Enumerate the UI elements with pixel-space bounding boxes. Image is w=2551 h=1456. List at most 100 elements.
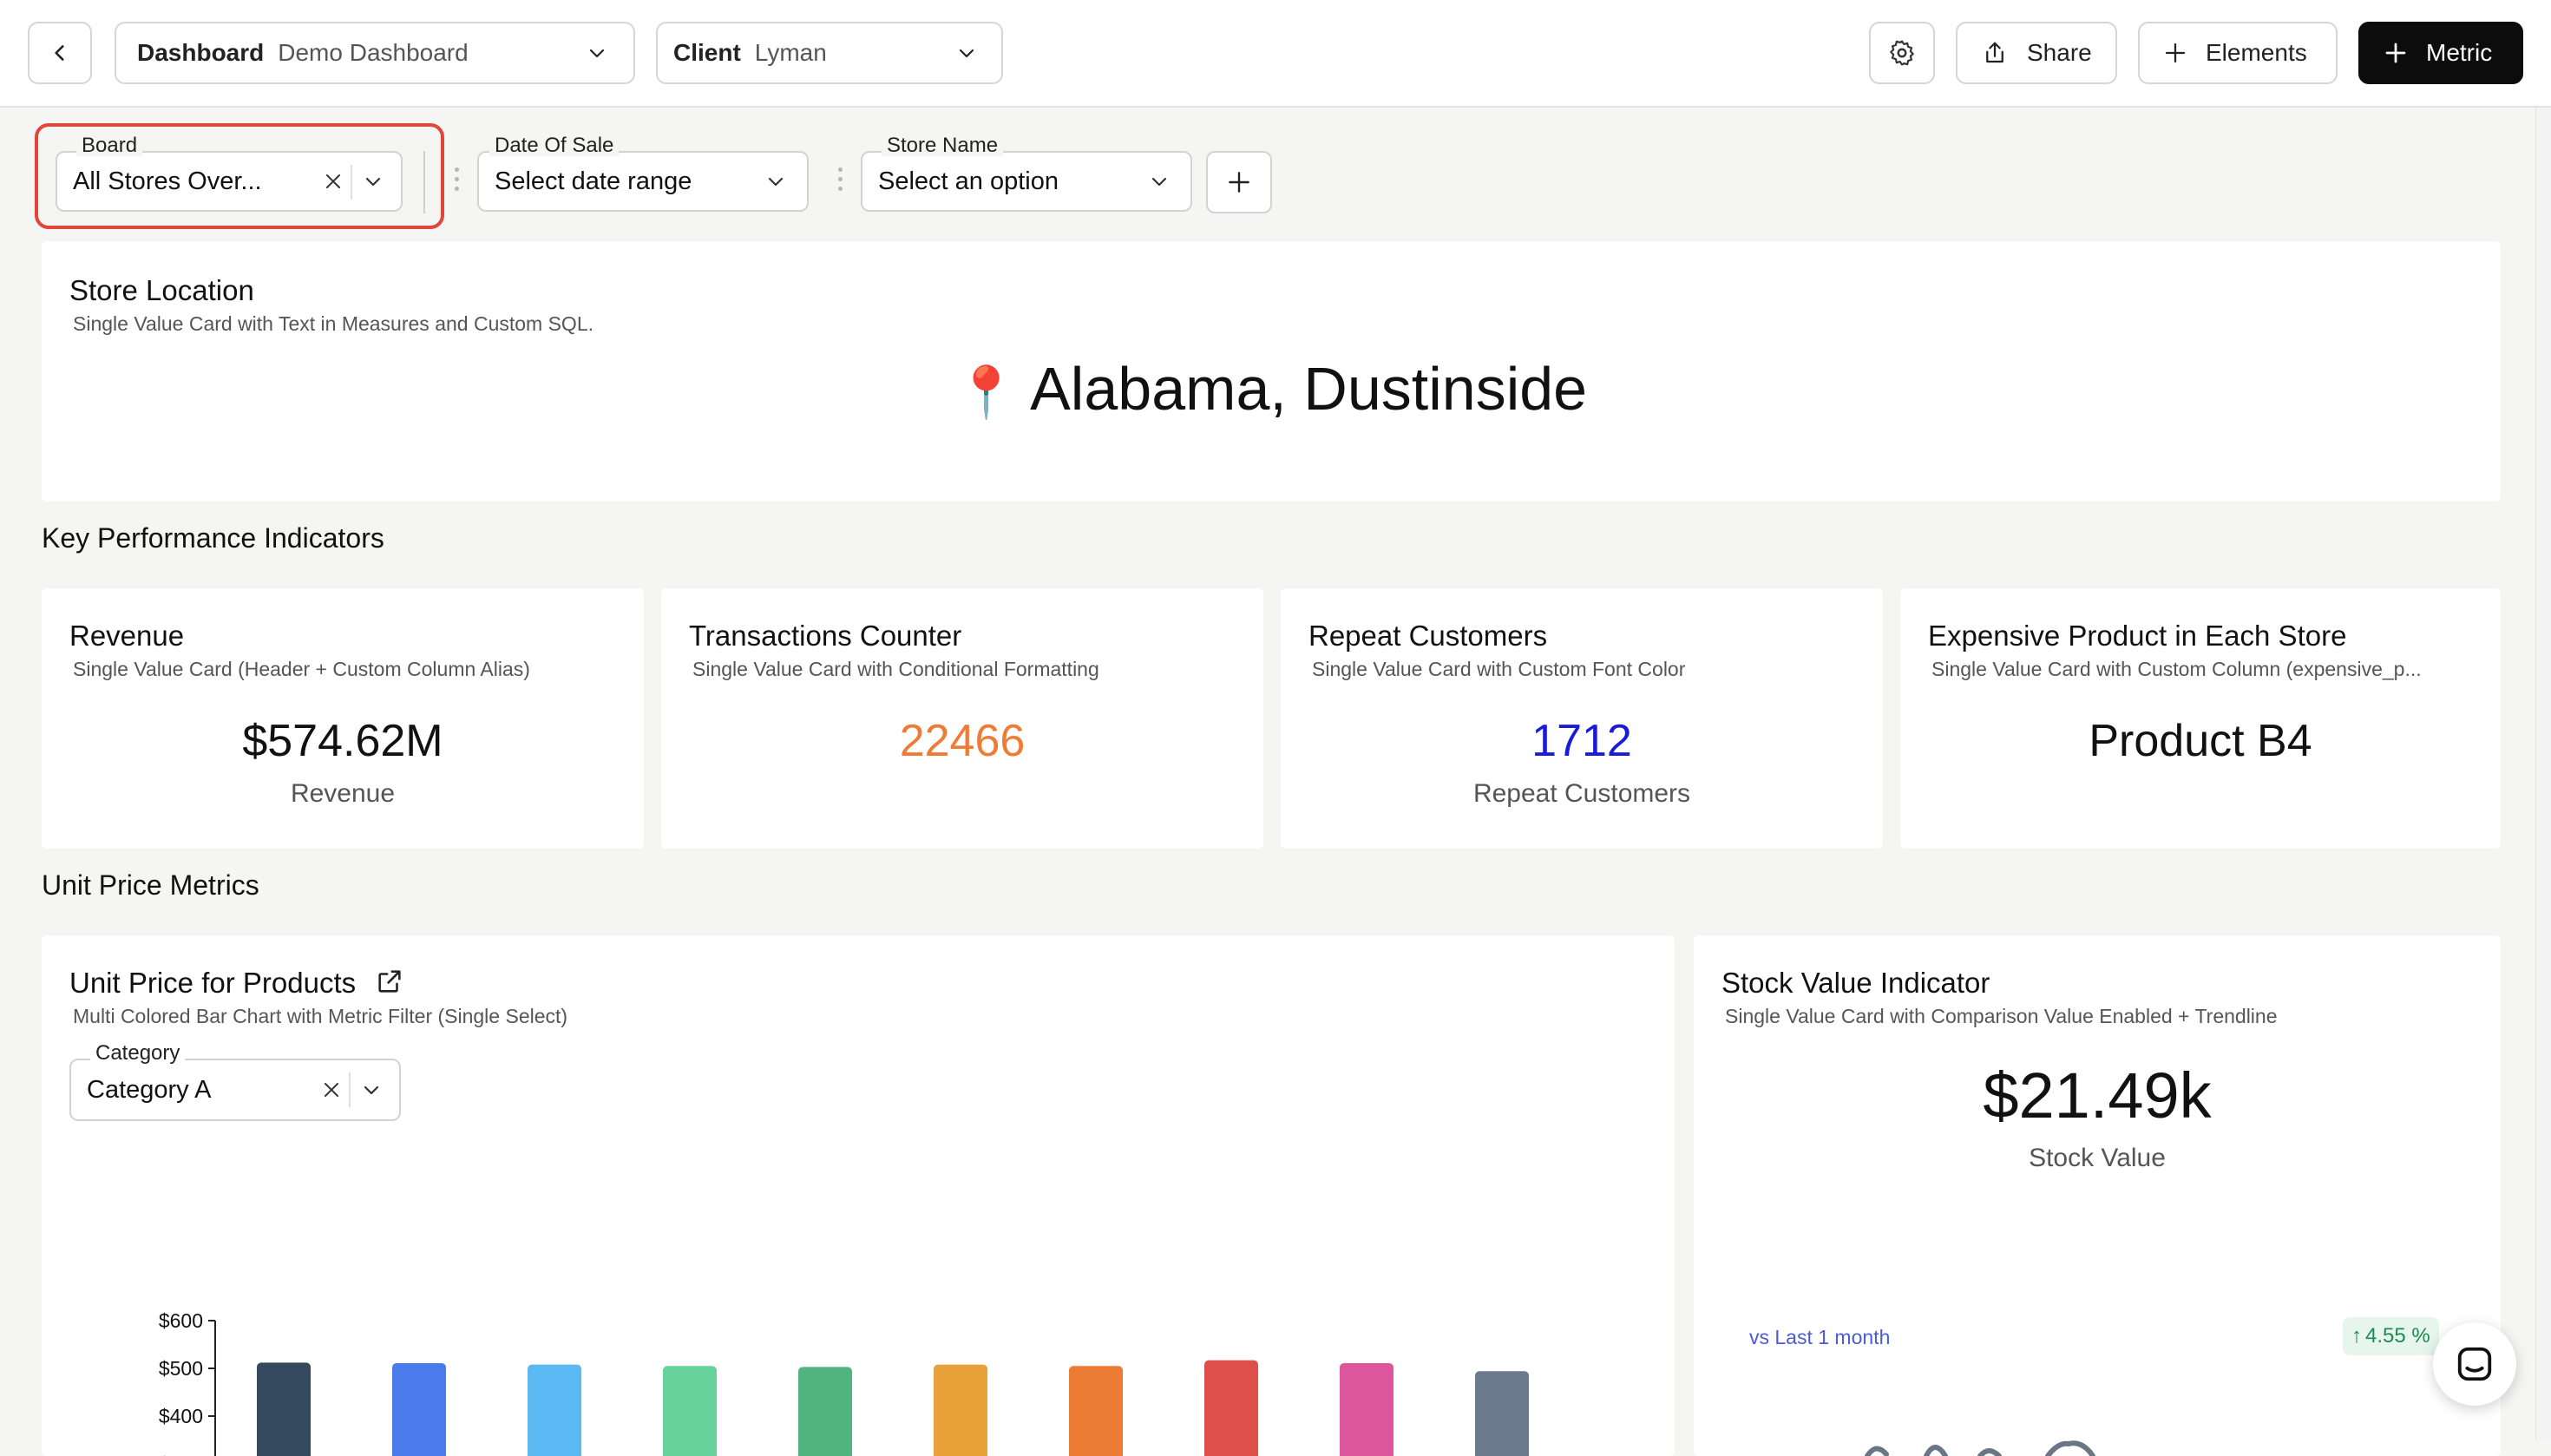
close-icon[interactable] [321, 1079, 342, 1100]
dashboard-select[interactable]: Dashboard Demo Dashboard [115, 22, 635, 84]
chat-launcher-button[interactable] [2433, 1322, 2516, 1406]
filter-divider [423, 151, 425, 213]
chevron-left-icon [55, 45, 64, 61]
client-select[interactable]: Client Lyman [656, 22, 1003, 84]
gear-icon [1890, 40, 1914, 66]
plus-icon [2385, 43, 2406, 63]
board-filter[interactable]: All Stores Over... [56, 151, 403, 212]
kpi-card-repeat-customers: Repeat Customers Single Value Card with … [1281, 588, 1883, 849]
kpi-card-transactions: Transactions Counter Single Value Card w… [661, 588, 1263, 849]
plus-icon [2165, 43, 2186, 63]
stock-value-caption: Stock Value [2029, 1144, 2166, 1172]
elements-label: Elements [2206, 39, 2307, 66]
bar[interactable] [934, 1364, 987, 1456]
board-filter-value: All Stores Over... [73, 167, 262, 195]
add-filter-button[interactable] [1206, 151, 1272, 213]
bar[interactable] [528, 1364, 581, 1456]
kpi-subtitle: Single Value Card (Header + Custom Colum… [73, 658, 530, 680]
card-subtitle: Single Value Card with Comparison Value … [1725, 1005, 2278, 1027]
arrow-up-icon: ↑ [2351, 1324, 2362, 1348]
chevron-down-icon [768, 177, 784, 187]
section-title: Key Performance Indicators [42, 522, 384, 554]
kpi-value: 22466 [899, 716, 1026, 766]
chevron-down-icon [589, 49, 605, 58]
pin-icon: 📍 [954, 364, 1019, 421]
client-select-value: Lyman [754, 39, 827, 66]
bar[interactable] [798, 1367, 852, 1456]
card-title: Store Location [69, 274, 254, 306]
share-label: Share [2027, 39, 2092, 66]
kpi-value: Product B4 [2089, 716, 2312, 766]
kpi-title: Repeat Customers [1308, 620, 1548, 652]
store-name-label: Store Name [882, 135, 1004, 156]
card-title: Unit Price for Products [69, 967, 357, 999]
kpi-title: Revenue [69, 620, 185, 652]
back-button[interactable] [28, 22, 92, 84]
stock-value: $21.49k [1983, 1059, 2212, 1131]
kpi-value: 1712 [1531, 716, 1632, 766]
bar[interactable] [1204, 1360, 1258, 1456]
category-filter[interactable]: Category A [69, 1059, 401, 1121]
chevron-down-icon[interactable] [361, 1079, 382, 1100]
kpi-card-revenue: Revenue Single Value Card (Header + Cust… [42, 588, 644, 849]
divider [351, 165, 352, 200]
kpi-title: Transactions Counter [689, 620, 962, 652]
store-location-value-row: 📍 Alabama, Dustinside [42, 354, 2501, 423]
change-value: 4.55 % [2365, 1324, 2430, 1348]
section-title: Unit Price Metrics [42, 869, 259, 901]
settings-button[interactable] [1869, 22, 1935, 84]
kpi-caption: Revenue [290, 779, 396, 808]
add-metric-button[interactable]: Metric [2358, 22, 2523, 84]
kpi-caption: Repeat Customers [1472, 779, 1691, 808]
dashboard-select-value: Demo Dashboard [278, 39, 469, 66]
chevron-down-icon[interactable] [363, 171, 384, 192]
dashboard-select-label: Dashboard [137, 39, 265, 66]
board-filter-label: Board [76, 135, 143, 156]
bar[interactable] [663, 1366, 717, 1456]
comparison-label: vs Last 1 month [1749, 1326, 1891, 1348]
bar[interactable] [1340, 1362, 1394, 1456]
category-filter-value: Category A [87, 1075, 212, 1104]
bar[interactable] [1069, 1366, 1123, 1456]
trendline [1865, 1440, 2095, 1456]
date-of-sale-label: Date Of Sale [489, 135, 620, 156]
stock-value-card: Stock Value Indicator Single Value Card … [1694, 935, 2501, 1456]
bar[interactable] [257, 1362, 311, 1456]
plus-icon [1229, 172, 1249, 193]
top-bar: Dashboard Demo Dashboard Client Lyman Sh… [0, 0, 2551, 108]
kpi-title: Expensive Product in Each Store [1928, 620, 2347, 652]
chevron-down-icon [1151, 177, 1167, 187]
y-tick-label: $300 [159, 1453, 203, 1456]
kpi-card-expensive-product: Expensive Product in Each Store Single V… [1900, 588, 2501, 849]
unit-price-card: Unit Price for Products Multi Colored Ba… [42, 935, 1675, 1456]
change-badge: ↑ 4.55 % [2343, 1317, 2439, 1355]
client-select-label: Client [673, 39, 741, 66]
kpi-value: $574.62M [242, 716, 443, 766]
drag-handle-icon[interactable] [455, 167, 460, 196]
category-filter-label: Category [90, 1043, 186, 1064]
add-elements-button[interactable]: Elements [2138, 22, 2338, 84]
store-name-filter[interactable]: Select an option [861, 151, 1192, 212]
scrollbar-track[interactable] [2535, 108, 2551, 1440]
kpi-subtitle: Single Value Card with Custom Font Color [1312, 658, 1686, 680]
divider [349, 1072, 351, 1107]
close-icon[interactable] [323, 171, 344, 192]
share-button[interactable]: Share [1956, 22, 2117, 84]
date-of-sale-placeholder: Select date range [495, 167, 692, 195]
store-location-card: Store Location Single Value Card with Te… [42, 241, 2501, 502]
drag-handle-icon[interactable] [838, 167, 843, 196]
date-of-sale-filter[interactable]: Select date range [477, 151, 809, 212]
kpi-subtitle: Single Value Card with Custom Column (ex… [1931, 658, 2422, 680]
card-title: Stock Value Indicator [1721, 967, 1990, 999]
board-filter-highlight [35, 123, 444, 229]
store-location-value: Alabama, Dustinside [1030, 355, 1588, 423]
bar[interactable] [392, 1362, 446, 1456]
store-name-placeholder: Select an option [878, 167, 1059, 195]
kpi-subtitle: Single Value Card with Conditional Forma… [692, 658, 1099, 680]
chevron-down-icon [959, 49, 974, 58]
chat-icon [2457, 1347, 2492, 1381]
external-link-icon[interactable] [375, 967, 404, 996]
bar[interactable] [1475, 1371, 1529, 1456]
y-tick-label: $400 [159, 1405, 203, 1427]
y-tick-label: $600 [159, 1309, 203, 1332]
